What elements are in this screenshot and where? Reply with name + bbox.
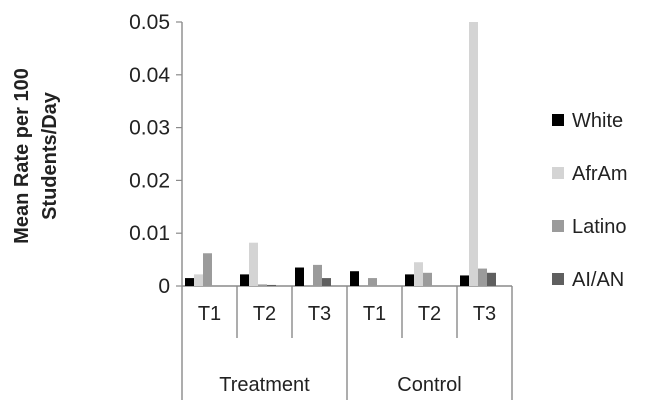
- x-category-label: T1: [363, 303, 386, 325]
- legend-swatch: [552, 114, 564, 126]
- y-axis-title: Mean Rate per 100 Students/Day: [11, 68, 61, 244]
- x-category-label: T2: [418, 303, 441, 325]
- bar-ai-an: [487, 272, 496, 286]
- bar-afram: [194, 274, 203, 286]
- x-group-label: Treatment: [219, 374, 310, 396]
- x-axis-labels: T1 T2 T3 T1 T2 T3 Treatment Control: [198, 303, 496, 396]
- bar-white: [460, 275, 469, 286]
- bar-afram: [414, 262, 423, 286]
- x-category-label: T1: [198, 303, 221, 325]
- x-category-label: T3: [308, 303, 331, 325]
- legend-label: White: [572, 110, 623, 132]
- bar-latino: [258, 284, 267, 286]
- bar-ai-an: [267, 284, 276, 286]
- bar-white: [295, 267, 304, 286]
- bar-white: [240, 274, 249, 286]
- y-tick-label: 0.01: [129, 222, 170, 245]
- y-tick-label: 0.03: [129, 117, 170, 140]
- legend-swatch: [552, 273, 564, 285]
- bar-latino: [203, 253, 212, 286]
- legend-label: AI/AN: [572, 269, 624, 291]
- x-group-label: Control: [397, 374, 461, 396]
- legend-label: Latino: [572, 216, 627, 238]
- y-tick-label: 0: [158, 275, 170, 298]
- bar-latino: [423, 272, 432, 286]
- y-tick-label: 0.02: [129, 169, 170, 192]
- y-axis-title-line: Mean Rate per 100: [11, 68, 33, 244]
- x-category-label: T3: [473, 303, 496, 325]
- bars: [185, 22, 496, 286]
- bar-ai-an: [322, 278, 331, 286]
- bar-latino: [368, 278, 377, 286]
- y-tick-label: 0.04: [129, 64, 170, 87]
- bar-latino: [313, 264, 322, 286]
- y-tick-label: 0.05: [129, 11, 170, 34]
- bar-afram: [469, 22, 478, 286]
- legend: White AfrAm Latino AI/AN: [552, 110, 628, 291]
- bar-white: [350, 271, 359, 286]
- axes: [181, 22, 513, 400]
- y-axis-ticks: 0 0.01 0.02 0.03 0.04 0.05: [129, 11, 182, 298]
- x-category-label: T2: [253, 303, 276, 325]
- bar-white: [185, 278, 194, 286]
- legend-swatch: [552, 220, 564, 232]
- y-axis-title-line: Students/Day: [39, 91, 61, 220]
- legend-label: AfrAm: [572, 163, 628, 185]
- bar-latino: [478, 268, 487, 286]
- legend-swatch: [552, 167, 564, 179]
- bar-afram: [249, 242, 258, 286]
- bar-white: [405, 274, 414, 286]
